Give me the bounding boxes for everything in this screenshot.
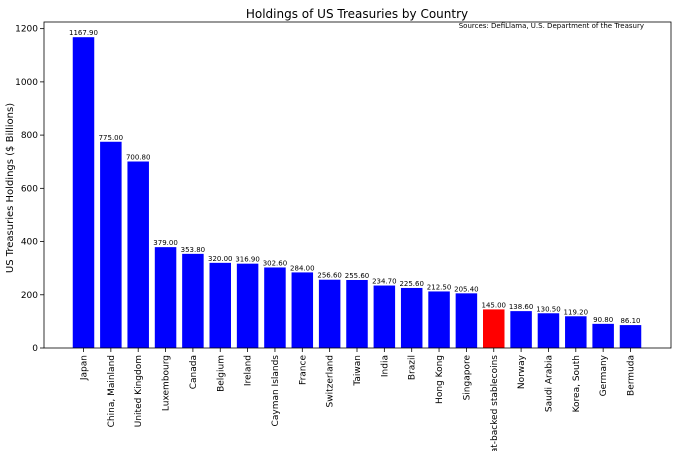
- y-tick-label: 1200: [15, 25, 38, 35]
- bar: [619, 325, 642, 348]
- bar: [182, 253, 204, 348]
- bar: [400, 287, 423, 348]
- x-tick-label: France: [298, 355, 308, 385]
- bar: [127, 161, 149, 348]
- bar: [428, 291, 450, 348]
- bar: [346, 279, 368, 348]
- x-tick-label: Saudi Arabia: [544, 355, 554, 412]
- y-tick-label: 200: [21, 291, 38, 301]
- data-label: 255.60: [345, 272, 370, 280]
- x-tick-label: Bermuda: [627, 355, 637, 396]
- bar: [209, 262, 231, 348]
- x-tick-label: Hong Kong: [435, 355, 445, 404]
- x-tick-label: Brazil: [408, 355, 418, 380]
- bar: [72, 37, 95, 348]
- data-label: 320.00: [208, 255, 233, 263]
- data-label: 145.00: [482, 301, 507, 309]
- x-tick-label: Fiat-backed stablecoins: [490, 355, 500, 451]
- bar: [318, 279, 341, 348]
- bar: [510, 311, 532, 348]
- data-label: 1167.90: [69, 29, 98, 37]
- plot-area: 1167.90 Japan 775.00 China, Mainland 700.80 U…: [15, 21, 672, 451]
- data-label: 119.20: [564, 308, 589, 316]
- bar: [537, 313, 560, 348]
- bar: [236, 263, 259, 348]
- x-tick-label: Norway: [517, 354, 527, 389]
- x-tick-label: Luxembourg: [162, 355, 172, 411]
- data-label: 256.60: [317, 272, 342, 280]
- data-label: 284.00: [290, 264, 315, 272]
- x-tick-label: Switzerland: [326, 355, 336, 408]
- bar: [565, 316, 587, 348]
- x-tick-label: Japan: [80, 355, 90, 381]
- bar: [483, 309, 505, 348]
- x-tick-label: Cayman Islands: [271, 355, 281, 427]
- bar: [154, 247, 177, 348]
- data-label: 775.00: [99, 134, 124, 142]
- x-tick-label: Korea, South: [572, 355, 582, 412]
- y-tick-label: 800: [21, 131, 38, 141]
- data-label: 353.80: [181, 246, 206, 254]
- x-tick-label: China, Mainland: [107, 355, 117, 427]
- x-tick-label: Singapore: [462, 355, 472, 401]
- x-tick-label: Taiwan: [353, 355, 363, 387]
- x-tick-label: India: [380, 355, 390, 377]
- data-label: 205.40: [454, 285, 479, 293]
- data-label: 379.00: [153, 239, 178, 247]
- source-note: Sources: DefiLlama, U.S. Department of t…: [459, 22, 644, 30]
- y-axis-label: US Treasuries Holdings ($ Billions): [5, 103, 16, 273]
- x-tick-label: Ireland: [244, 355, 254, 386]
- bar: [455, 293, 478, 348]
- data-label: 212.50: [427, 283, 452, 291]
- y-tick-label: 600: [21, 184, 38, 194]
- data-label: 86.10: [620, 317, 640, 325]
- bar: [264, 267, 286, 348]
- data-label: 302.60: [263, 259, 288, 267]
- bar: [100, 141, 122, 348]
- bar: [373, 285, 396, 348]
- y-tick-label: 0: [32, 344, 38, 354]
- y-tick-label: 1000: [15, 78, 38, 88]
- bar: [592, 323, 614, 348]
- x-tick-label: United Kingdom: [134, 355, 144, 427]
- data-label: 90.80: [593, 316, 613, 324]
- data-label: 138.60: [509, 303, 534, 311]
- data-label: 234.70: [372, 278, 397, 286]
- plot-frame: [43, 21, 672, 349]
- data-label: 316.90: [235, 256, 260, 264]
- chart-title: Holdings of US Treasuries by Country: [246, 7, 468, 21]
- data-label: 700.80: [126, 154, 151, 162]
- bar: [291, 272, 314, 348]
- data-label: 130.50: [536, 305, 561, 313]
- x-tick-label: Canada: [189, 355, 199, 389]
- data-label: 225.60: [399, 280, 424, 288]
- x-tick-label: Belgium: [216, 355, 226, 392]
- x-tick-label: Germany: [599, 354, 609, 396]
- y-tick-label: 400: [21, 238, 38, 248]
